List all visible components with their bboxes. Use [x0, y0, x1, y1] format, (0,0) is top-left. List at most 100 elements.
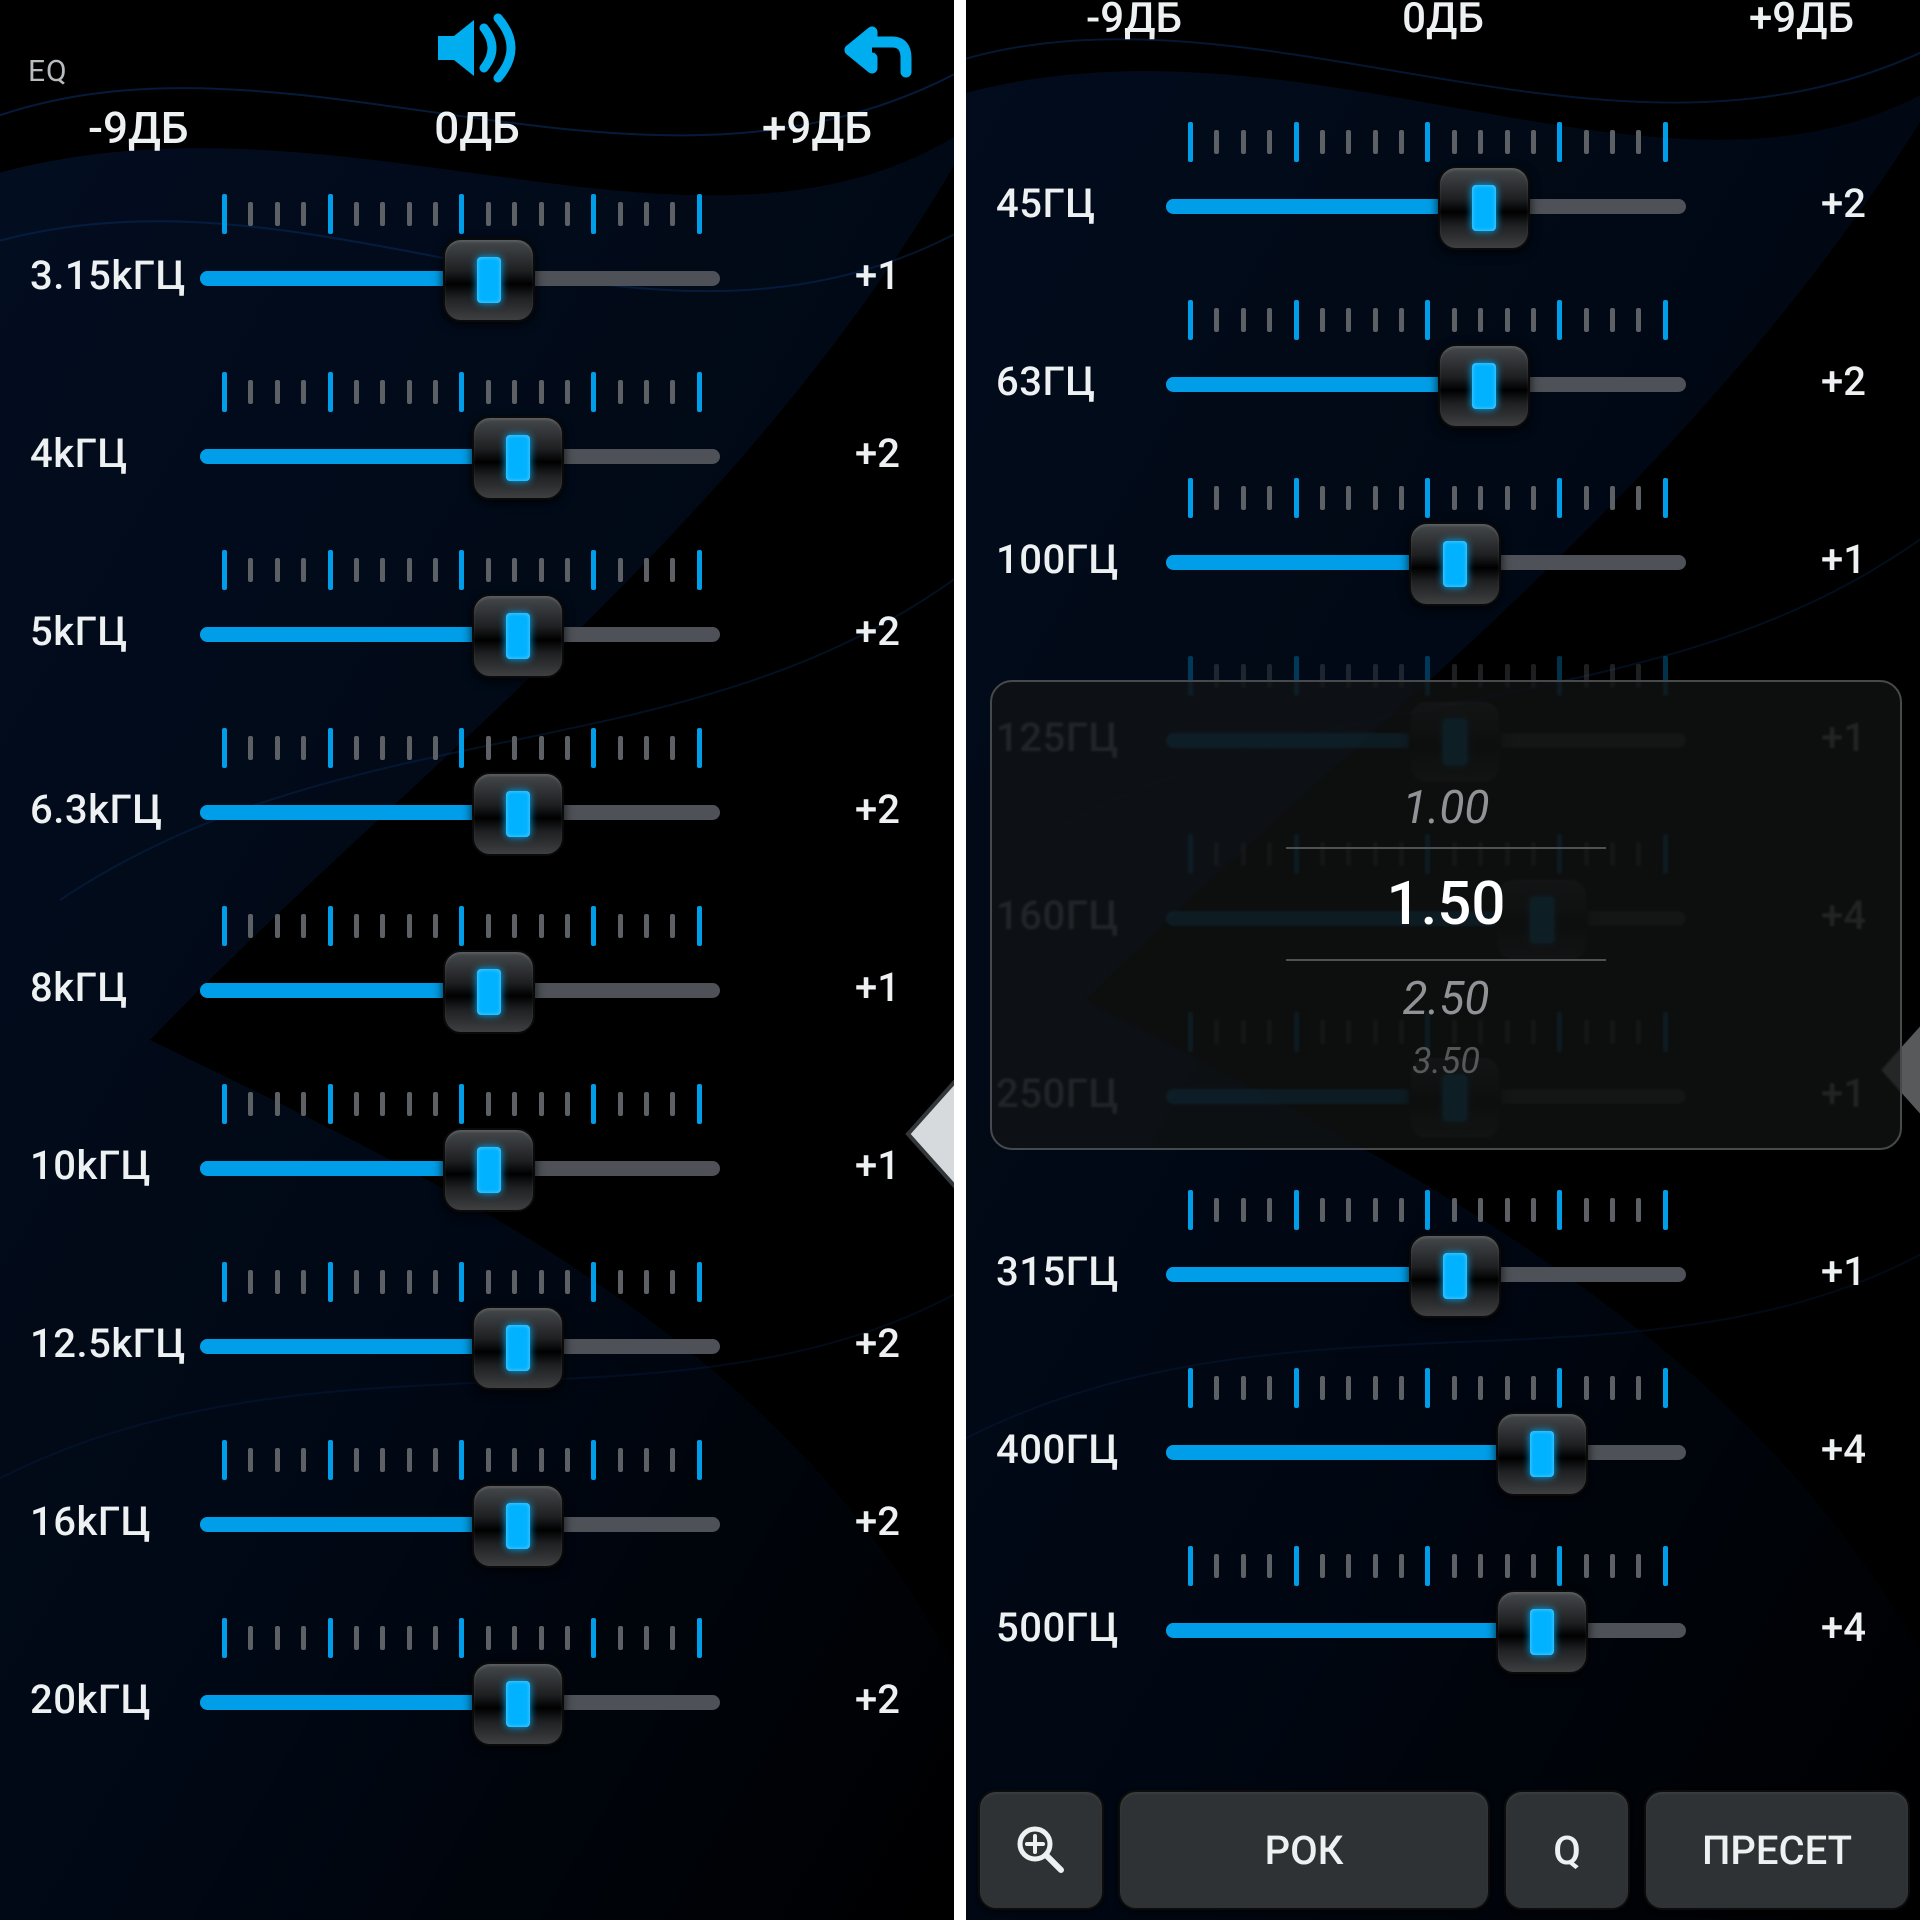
gain-value-label: +1: [855, 1142, 900, 1189]
eq-panel-left: EQ -9ДБ 0ДБ +9ДБ 3.15kГЦ: [0, 0, 954, 1920]
slider-fill: [1166, 199, 1484, 214]
q-value-picker[interactable]: 1.00 1.50 2.50 3.50: [990, 680, 1902, 1150]
tick-marks: [222, 1618, 702, 1658]
scale-high: +9ДБ: [762, 102, 872, 154]
tick-marks: [222, 906, 702, 946]
slider-fill: [200, 627, 518, 642]
slider-fill: [200, 1517, 518, 1532]
slider-thumb[interactable]: [1496, 1590, 1588, 1674]
slider-thumb[interactable]: [443, 1128, 535, 1212]
slider-thumb[interactable]: [1409, 522, 1501, 606]
slider-thumb[interactable]: [472, 1306, 564, 1390]
gain-slider[interactable]: [1166, 360, 1686, 412]
frequency-label: 100ГЦ: [996, 536, 1184, 583]
q-button[interactable]: Q: [1504, 1790, 1630, 1910]
eq-band-row: 400ГЦ +4: [966, 1368, 1920, 1546]
tick-marks: [222, 194, 702, 234]
frequency-label: 12.5kГЦ: [30, 1320, 218, 1367]
tick-marks: [1188, 1190, 1668, 1230]
gain-slider[interactable]: [1166, 538, 1686, 590]
gain-value-label: +2: [1821, 358, 1866, 405]
q-option[interactable]: 3.50: [1286, 1034, 1606, 1088]
slider-thumb[interactable]: [472, 416, 564, 500]
eq-panel-right: -9ДБ 0ДБ +9ДБ 45ГЦ +2 63ГЦ +2 100ГЦ +1: [966, 0, 1920, 1920]
q-option[interactable]: 1.00: [1286, 774, 1606, 843]
q-option[interactable]: 2.50: [1286, 965, 1606, 1034]
frequency-label: 16kГЦ: [30, 1498, 218, 1545]
frequency-label: 8kГЦ: [30, 964, 218, 1011]
frequency-label: 4kГЦ: [30, 430, 218, 477]
gain-slider[interactable]: [200, 966, 720, 1018]
eq-band-row: 12.5kГЦ +2: [0, 1262, 954, 1440]
gain-slider[interactable]: [1166, 182, 1686, 234]
slider-fill: [1166, 1623, 1542, 1638]
gain-slider[interactable]: [200, 1678, 720, 1730]
gain-value-label: +2: [855, 430, 900, 477]
slider-thumb[interactable]: [472, 594, 564, 678]
frequency-label: 10kГЦ: [30, 1142, 218, 1189]
tick-marks: [222, 1084, 702, 1124]
tick-marks: [222, 550, 702, 590]
gain-slider[interactable]: [200, 1144, 720, 1196]
gain-slider[interactable]: [200, 1500, 720, 1552]
tick-marks: [222, 728, 702, 768]
gain-value-label: +4: [1821, 1604, 1866, 1651]
bottom-button-bar: РОК Q ПРЕСЕТ: [978, 1790, 1910, 1910]
slider-thumb[interactable]: [472, 772, 564, 856]
collapse-tab[interactable]: [902, 1078, 954, 1194]
gain-slider[interactable]: [1166, 1428, 1686, 1480]
frequency-label: 315ГЦ: [996, 1248, 1184, 1295]
q-picker-wheel[interactable]: 1.00 1.50 2.50 3.50: [1286, 774, 1606, 1088]
eq-band-row: 6.3kГЦ +2: [0, 728, 954, 906]
slider-fill: [200, 1695, 518, 1710]
gain-slider[interactable]: [200, 432, 720, 484]
slider-fill: [1166, 377, 1484, 392]
slider-fill: [200, 805, 518, 820]
tick-marks: [1188, 1546, 1668, 1586]
gain-value-label: +2: [855, 1498, 900, 1545]
back-icon[interactable]: [820, 14, 916, 90]
eq-band-row: 45ГЦ +2: [966, 122, 1920, 300]
gain-slider[interactable]: [200, 610, 720, 662]
scale-mid: 0ДБ: [1402, 0, 1484, 43]
gain-slider[interactable]: [1166, 1250, 1686, 1302]
gain-value-label: +1: [855, 964, 900, 1011]
current-preset-button[interactable]: РОК: [1118, 1790, 1490, 1910]
slider-fill: [200, 1339, 518, 1354]
gain-slider[interactable]: [1166, 1606, 1686, 1658]
eq-label: EQ: [28, 54, 68, 89]
eq-band-row: 10kГЦ +1: [0, 1084, 954, 1262]
speaker-icon[interactable]: [430, 8, 530, 92]
eq-band-row: 63ГЦ +2: [966, 300, 1920, 478]
slider-thumb[interactable]: [1496, 1412, 1588, 1496]
slider-thumb[interactable]: [443, 238, 535, 322]
eq-band-row: 4kГЦ +2: [0, 372, 954, 550]
eq-band-row: 20kГЦ +2: [0, 1618, 954, 1796]
slider-thumb[interactable]: [472, 1484, 564, 1568]
slider-fill: [1166, 1445, 1542, 1460]
slider-thumb[interactable]: [1409, 1234, 1501, 1318]
gain-value-label: +4: [1821, 1426, 1866, 1473]
slider-thumb[interactable]: [1438, 166, 1530, 250]
eq-band-row: 3.15kГЦ +1: [0, 194, 954, 372]
db-scale: -9ДБ 0ДБ +9ДБ: [0, 88, 954, 168]
eq-band-row: 5kГЦ +2: [0, 550, 954, 728]
gain-slider[interactable]: [200, 254, 720, 306]
scale-low: -9ДБ: [1086, 0, 1182, 43]
gain-slider[interactable]: [200, 788, 720, 840]
zoom-in-icon: [1013, 1822, 1069, 1878]
zoom-button[interactable]: [978, 1790, 1104, 1910]
slider-thumb[interactable]: [443, 950, 535, 1034]
preset-button[interactable]: ПРЕСЕТ: [1644, 1790, 1910, 1910]
q-option-selected[interactable]: 1.50: [1286, 847, 1606, 961]
slider-fill: [200, 449, 518, 464]
tick-marks: [1188, 1368, 1668, 1408]
eq-band-row: 16kГЦ +2: [0, 1440, 954, 1618]
gain-slider[interactable]: [200, 1322, 720, 1374]
frequency-label: 5kГЦ: [30, 608, 218, 655]
slider-thumb[interactable]: [1438, 344, 1530, 428]
tick-marks: [222, 1262, 702, 1302]
gain-value-label: +1: [855, 252, 900, 299]
frequency-label: 63ГЦ: [996, 358, 1184, 405]
slider-thumb[interactable]: [472, 1662, 564, 1746]
